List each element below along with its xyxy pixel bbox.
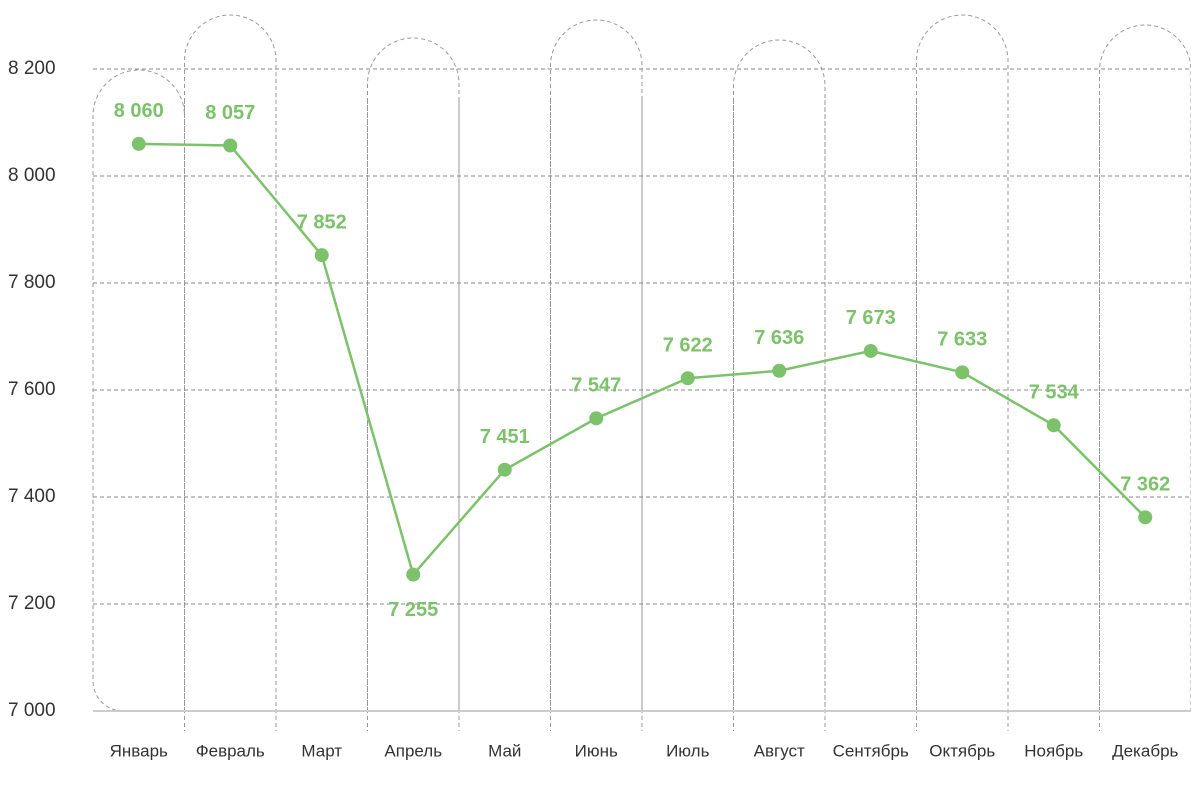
y-tick-label: 7 200 [8,593,56,614]
point [680,371,695,386]
line [138,142,1147,578]
x-tick-label: Сентябрь [833,741,909,760]
x-tick-label: Март [301,741,342,760]
value-label: 8 060 [114,100,164,122]
point [406,567,421,582]
point [863,343,878,358]
y-tick-label: 7 000 [8,700,56,721]
point [314,248,329,263]
x-tick-label: Май [488,741,521,760]
point [955,365,970,380]
value-label: 7 534 [1029,382,1080,404]
y-tick-label: 7 800 [8,272,56,293]
x-tick-label: Ноябрь [1024,741,1083,760]
value-label: 7 362 [1120,474,1170,496]
x-tick-label: Август [754,741,805,760]
x-tick-label: Октябрь [929,741,995,760]
point [223,138,238,153]
y-tick-label: 7 400 [8,486,56,507]
value-label: 7 673 [846,307,896,329]
y-tick-label: 8 200 [8,58,56,79]
x-tick-label: Апрель [384,741,442,760]
value-label: 7 547 [571,375,621,397]
column-outline [550,19,643,711]
y-tick-label: 8 000 [8,165,56,186]
value-label: 8 057 [205,102,255,124]
value-label: 7 852 [297,211,347,233]
point [131,136,146,151]
column-outline [1099,24,1191,711]
x-tick-label: Декабрь [1112,741,1178,760]
column-outline [733,39,826,711]
column-outline [916,14,1009,711]
point [589,411,604,426]
column-outline [92,69,185,712]
x-tick-label: Июль [666,741,710,760]
value-label: 7 636 [754,327,804,349]
point [497,462,512,477]
value-label: 7 451 [480,426,530,448]
column-outline [184,14,277,711]
value-label: 7 622 [663,335,713,357]
value-label: 7 255 [388,599,438,621]
point [1138,510,1153,525]
y-tick-label: 7 600 [8,379,56,400]
point [1046,418,1061,433]
x-tick-label: Январь [110,741,168,760]
point [772,363,787,378]
x-tick-label: Февраль [196,741,265,760]
value-label: 7 633 [937,329,987,351]
x-tick-label: Июнь [575,741,618,760]
